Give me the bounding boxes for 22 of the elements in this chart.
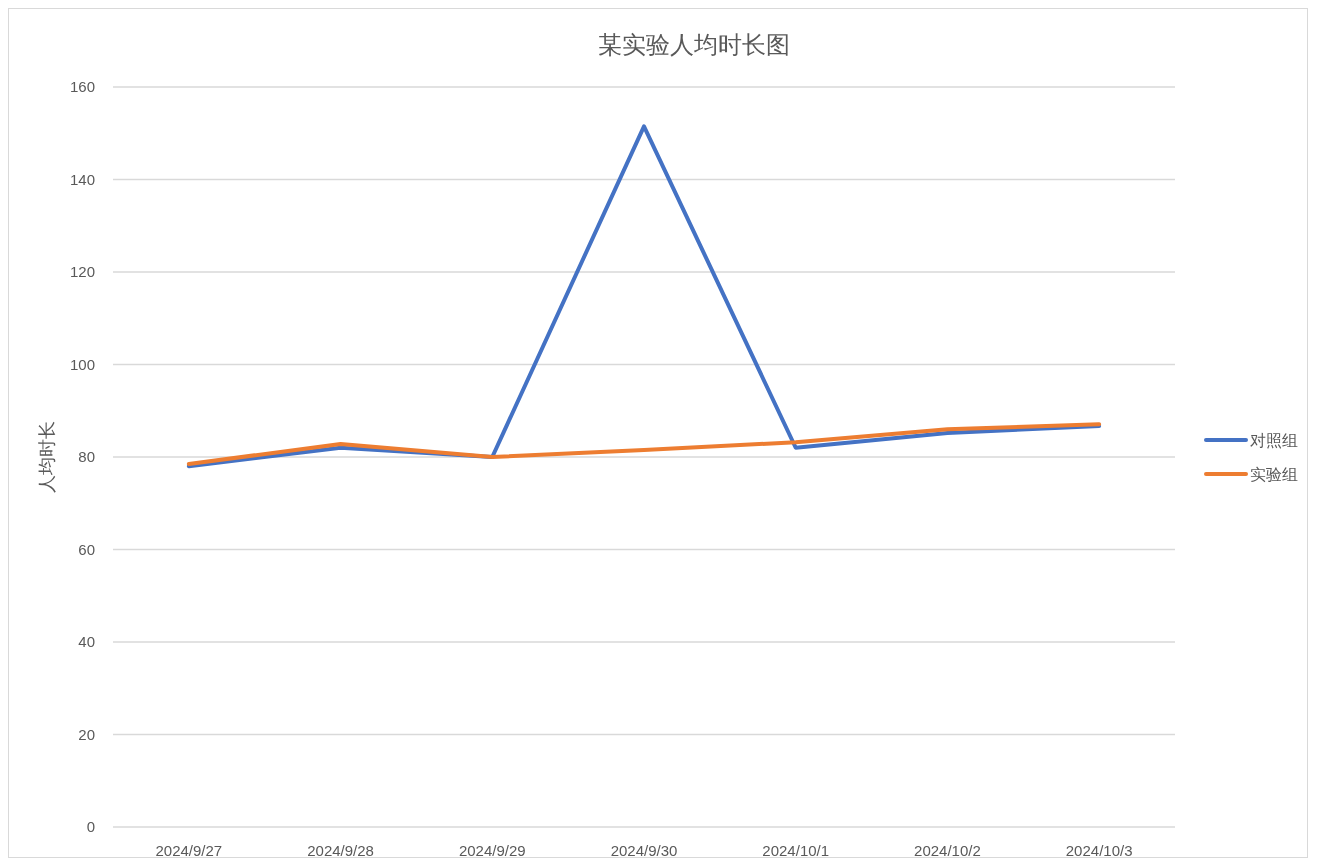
y-tick-label: 140 (69, 170, 95, 188)
x-tick-label: 2024/9/30 (610, 842, 678, 859)
y-tick-label: 20 (78, 725, 95, 743)
x-tick-label: 2024/9/28 (307, 842, 374, 859)
y-tick-label: 40 (78, 633, 95, 651)
legend-label: 对照组 (1250, 431, 1298, 449)
x-tick-label: 2024/9/27 (155, 842, 223, 859)
x-tick-label: 2024/10/3 (1065, 842, 1133, 859)
chart-title: 某实验人均时长图 (598, 31, 790, 58)
y-axis-title: 人均时长 (37, 421, 57, 493)
y-tick-label: 0 (86, 818, 95, 836)
x-tick-label: 2024/9/29 (458, 842, 526, 859)
y-tick-label: 60 (78, 540, 95, 558)
y-tick-label: 100 (69, 355, 95, 373)
y-tick-label: 160 (69, 78, 95, 96)
y-tick-label: 120 (69, 263, 95, 281)
x-tick-label: 2024/10/2 (914, 842, 981, 859)
line-series (186, 422, 1102, 466)
y-tick-label: 80 (78, 448, 95, 466)
x-tick-label: 2024/10/1 (762, 842, 830, 859)
legend-label: 实验组 (1250, 465, 1298, 483)
line-series (186, 124, 1102, 469)
